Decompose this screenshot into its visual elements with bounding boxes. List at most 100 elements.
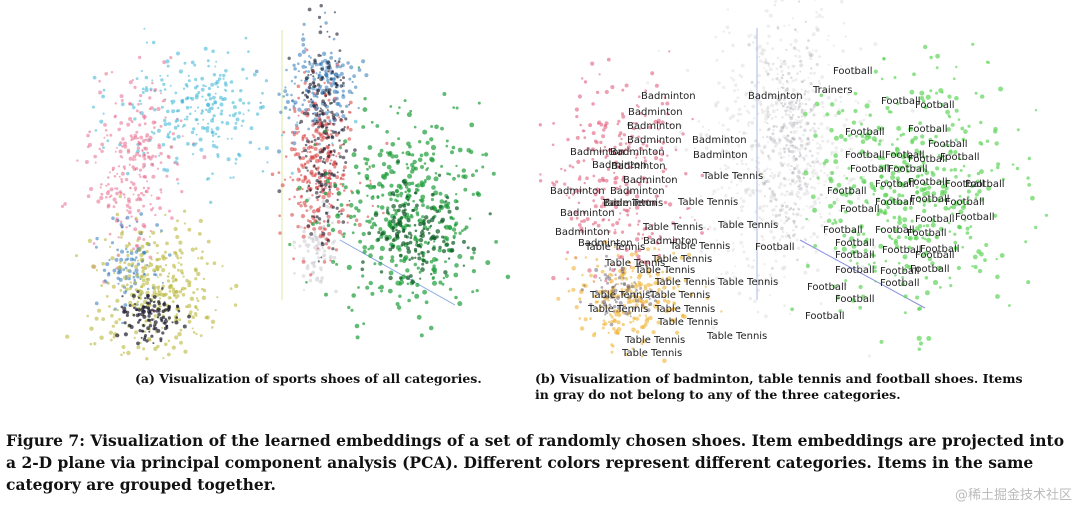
scatter-point bbox=[139, 175, 142, 178]
scatter-point bbox=[791, 212, 795, 216]
scatter-point bbox=[782, 125, 785, 128]
scatter-point bbox=[763, 144, 767, 149]
scatter-point bbox=[367, 145, 373, 150]
scatter-point bbox=[904, 235, 908, 239]
scatter-point bbox=[324, 85, 329, 90]
scatter-point bbox=[377, 152, 383, 158]
scatter-point bbox=[773, 124, 776, 128]
scatter-point bbox=[937, 153, 941, 157]
scatter-point bbox=[327, 246, 331, 250]
scatter-point bbox=[803, 92, 806, 96]
scatter-point bbox=[787, 108, 790, 112]
scatter-point bbox=[182, 275, 185, 278]
scatter-point bbox=[470, 255, 474, 260]
scatter-point bbox=[409, 109, 413, 113]
scatter-point bbox=[142, 193, 145, 197]
scatter-point bbox=[391, 204, 396, 209]
scatter-point bbox=[206, 177, 211, 181]
scatter-point bbox=[132, 158, 135, 162]
scatter-point bbox=[305, 198, 309, 203]
scatter-point bbox=[621, 309, 624, 312]
scatter-point bbox=[813, 0, 817, 1]
scatter-point bbox=[954, 175, 958, 179]
scatter-point bbox=[811, 154, 814, 157]
scatter-point bbox=[604, 264, 607, 268]
scatter-point bbox=[340, 110, 344, 114]
scatter-point bbox=[126, 171, 130, 176]
scatter-point bbox=[807, 97, 811, 102]
scatter-point bbox=[393, 193, 396, 197]
scatter-point bbox=[726, 8, 730, 11]
scatter-point bbox=[134, 303, 136, 306]
scatter-point bbox=[833, 113, 838, 118]
scatter-point bbox=[176, 117, 179, 121]
scatter-point bbox=[93, 154, 97, 159]
scatter-point bbox=[114, 102, 117, 105]
scatter-point bbox=[793, 108, 797, 111]
scatter-point bbox=[176, 256, 180, 260]
scatter-point bbox=[353, 148, 357, 152]
scatter-point bbox=[974, 91, 978, 95]
scatter-point bbox=[211, 102, 215, 106]
scatter-point bbox=[910, 138, 915, 143]
scatter-point bbox=[720, 310, 723, 313]
scatter-point bbox=[943, 158, 946, 162]
scatter-point bbox=[592, 174, 596, 178]
scatter-point bbox=[809, 71, 813, 75]
scatter-point bbox=[780, 69, 784, 73]
scatter-point bbox=[566, 250, 570, 254]
scatter-point bbox=[687, 252, 691, 257]
scatter-point bbox=[539, 173, 542, 176]
scatter-point bbox=[595, 258, 599, 261]
scatter-point bbox=[210, 319, 216, 324]
scatter-point bbox=[174, 91, 178, 95]
scatter-point bbox=[849, 259, 852, 262]
scatter-point bbox=[112, 197, 117, 202]
scatter-point bbox=[152, 324, 156, 328]
scatter-point bbox=[119, 257, 124, 262]
scatter-point bbox=[961, 245, 964, 249]
scatter-point bbox=[491, 171, 496, 176]
scatter-point bbox=[960, 199, 964, 203]
scatter-point bbox=[158, 305, 161, 308]
scatter-point bbox=[957, 157, 961, 161]
scatter-point bbox=[198, 137, 203, 142]
scatter-point bbox=[111, 284, 116, 289]
scatter-point bbox=[223, 88, 226, 91]
scatter-point bbox=[137, 230, 142, 235]
scatter-point bbox=[753, 98, 757, 102]
scatter-point bbox=[622, 276, 625, 280]
scatter-point bbox=[579, 226, 584, 231]
scatter-point bbox=[296, 84, 301, 89]
point-label: Table Tennis bbox=[604, 258, 665, 269]
scatter-point bbox=[288, 108, 292, 111]
scatter-point bbox=[199, 334, 203, 337]
scatter-point bbox=[877, 142, 881, 146]
scatter-point bbox=[166, 74, 169, 77]
scatter-point bbox=[129, 251, 134, 256]
scatter-point bbox=[789, 191, 792, 194]
scatter-point bbox=[594, 268, 599, 272]
scatter-point bbox=[334, 130, 338, 134]
scatter-point bbox=[255, 112, 260, 116]
scatter-point bbox=[628, 165, 632, 169]
scatter-point bbox=[867, 354, 871, 358]
scatter-point bbox=[197, 232, 202, 236]
scatter-point bbox=[870, 159, 873, 162]
scatter-point bbox=[810, 194, 816, 200]
scatter-point bbox=[784, 103, 786, 106]
scatter-point bbox=[830, 150, 835, 155]
scatter-point bbox=[435, 229, 441, 234]
scatter-point bbox=[141, 223, 146, 228]
scatter-point bbox=[782, 135, 786, 139]
scatter-point bbox=[783, 177, 786, 181]
scatter-point bbox=[457, 301, 463, 307]
scatter-point bbox=[143, 335, 147, 339]
scatter-point bbox=[331, 116, 336, 120]
scatter-point bbox=[212, 261, 217, 266]
scatter-point bbox=[806, 122, 810, 125]
scatter-point bbox=[915, 185, 919, 189]
scatter-point bbox=[760, 234, 763, 238]
scatter-point bbox=[261, 91, 264, 95]
scatter-point bbox=[378, 255, 384, 261]
